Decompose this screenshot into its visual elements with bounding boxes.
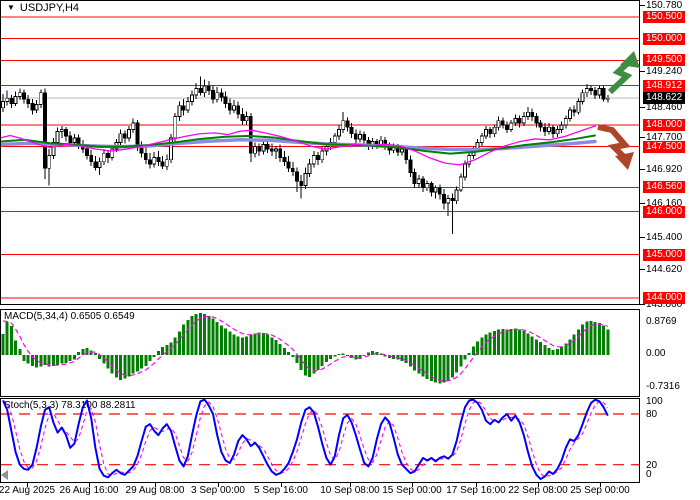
price-tick-label: 143.860 <box>646 299 683 310</box>
price-tick-label: 147.700 <box>646 132 683 143</box>
price-tick-label: 150.780 <box>646 0 683 11</box>
price-tick-label: 146.160 <box>646 198 683 209</box>
main-pane-border <box>0 0 640 305</box>
macd-signal-line <box>2 315 609 382</box>
macd-scale-label: -0.7316 <box>646 381 680 392</box>
level-price-badge: 144.000 <box>643 291 686 304</box>
symbol-period-label: USDJPY,H4 <box>19 2 80 14</box>
price-tick-label: 148.460 <box>646 102 683 113</box>
price-tick-label: 144.620 <box>646 264 683 275</box>
support-resistance-lines <box>1 16 639 299</box>
level-price-badge: 149.500 <box>643 54 686 67</box>
time-axis-label: 5 Sep 16:00 <box>254 485 308 496</box>
price-tick-mark <box>640 71 645 72</box>
time-axis-label: 15 Sep 00:00 <box>382 485 442 496</box>
price-tick-label: 145.400 <box>646 232 683 243</box>
ma-fast-line <box>1 125 596 166</box>
price-tick-mark <box>640 169 645 170</box>
level-price-badge: 147.500 <box>643 140 686 153</box>
level-price-badge: 146.000 <box>643 205 686 218</box>
level-price-badge: 145.000 <box>643 248 686 261</box>
time-axis-label: 25 Sep 00:00 <box>570 485 630 496</box>
macd-scale-label: 0.00 <box>646 348 666 359</box>
price-tick-label: 146.920 <box>646 164 683 175</box>
stoch-k-line <box>2 399 609 481</box>
level-price-badge: 148.912 <box>643 79 686 92</box>
stoch-pane-border <box>0 398 640 483</box>
time-axis-label: 22 Sep 08:00 <box>508 485 568 496</box>
candlesticks <box>1 76 610 235</box>
current-price-badge: 148.622 <box>643 92 686 105</box>
price-tick-mark <box>640 203 645 204</box>
macd-histogram <box>1 313 610 384</box>
stoch-d-line <box>2 400 609 478</box>
time-axis-label: 3 Sep 00:00 <box>191 485 245 496</box>
level-price-badge: 150.500 <box>643 11 686 24</box>
price-tick-mark <box>640 304 645 305</box>
macd-indicator-label: MACD(5,34,4) 0.6505 0.6549 <box>4 311 135 322</box>
stochastic-indicator-label: Stoch(5,3,3) 78.3100 88.2811 <box>4 400 136 411</box>
time-axis-label: 29 Aug 08:00 <box>125 485 185 496</box>
stoch-scale-label: 80 <box>646 409 658 420</box>
up-arrow <box>607 51 640 95</box>
macd-scale-label: 0.8769 <box>646 316 677 327</box>
level-price-badge: 146.560 <box>643 181 686 194</box>
chevron-down-icon: ▼ <box>7 3 15 12</box>
stoch-scale-label: 100 <box>646 396 663 407</box>
price-tick-mark <box>640 107 645 108</box>
time-axis-label: 26 Aug 16:00 <box>59 485 119 496</box>
time-axis-label: 17 Sep 16:00 <box>446 485 506 496</box>
down-arrow <box>597 124 634 170</box>
level-price-badge: 148.000 <box>643 119 686 132</box>
level-price-badge: 150.000 <box>643 32 686 45</box>
price-tick-mark <box>640 137 645 138</box>
macd-pane-border <box>0 309 640 397</box>
stoch-scale-label: 0 <box>646 469 652 480</box>
price-tick-mark <box>640 5 645 6</box>
stoch-scale-label: 20 <box>646 460 658 471</box>
price-tick-label: 149.240 <box>646 66 683 77</box>
price-tick-mark <box>640 237 645 238</box>
chart-title: ▼ USDJPY,H4 <box>7 2 79 14</box>
price-tick-mark <box>640 269 645 270</box>
scroll-begin-icon <box>1 470 8 480</box>
time-axis-label: 22 Aug 2025 <box>0 485 56 496</box>
time-axis-label: 10 Sep 08:00 <box>320 485 380 496</box>
